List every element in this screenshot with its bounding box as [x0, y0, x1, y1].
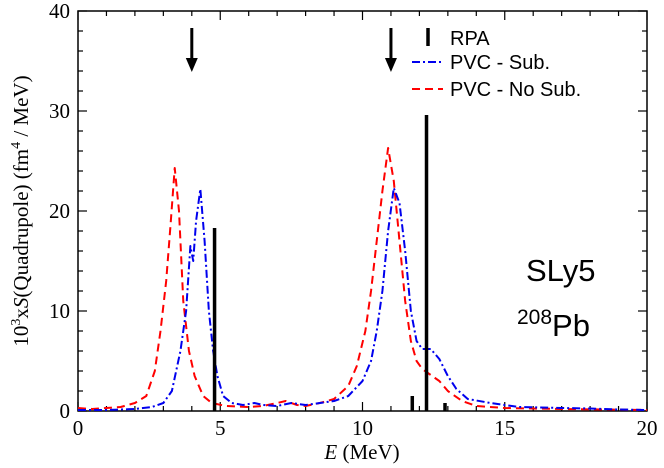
- y-tick-label: 10: [49, 299, 70, 323]
- x-tick-label: 15: [494, 416, 515, 440]
- legend-label-rpa: RPA: [450, 28, 490, 50]
- y-tick-label: 30: [49, 99, 70, 123]
- arrow-head: [384, 58, 397, 72]
- y-tick-label: 0: [60, 399, 71, 423]
- y-tick-label: 40: [49, 0, 70, 23]
- x-tick-label: 20: [637, 416, 658, 440]
- legend-label-pvc-nosub: PVC - No Sub.: [450, 79, 581, 101]
- annotation-nucleus: 208Pb: [517, 306, 590, 343]
- arrow-head: [185, 58, 198, 72]
- x-tick-label: 5: [215, 416, 226, 440]
- series-line-pvc-sub-: [78, 187, 648, 411]
- y-tick-label: 20: [49, 199, 70, 223]
- x-axis-title: E (MeV): [323, 440, 399, 464]
- plot-frame: [77, 10, 648, 412]
- legend: RPA PVC - Sub. PVC - No Sub.: [412, 28, 581, 101]
- x-tick-label: 10: [352, 416, 373, 440]
- y-axis-title: 103xS(Quadrupole) (fm4 / MeV): [9, 75, 33, 346]
- legend-label-pvc-sub: PVC - Sub.: [450, 52, 550, 74]
- x-tick-label: 0: [73, 416, 84, 440]
- annotation-interaction: SLy5: [526, 253, 596, 288]
